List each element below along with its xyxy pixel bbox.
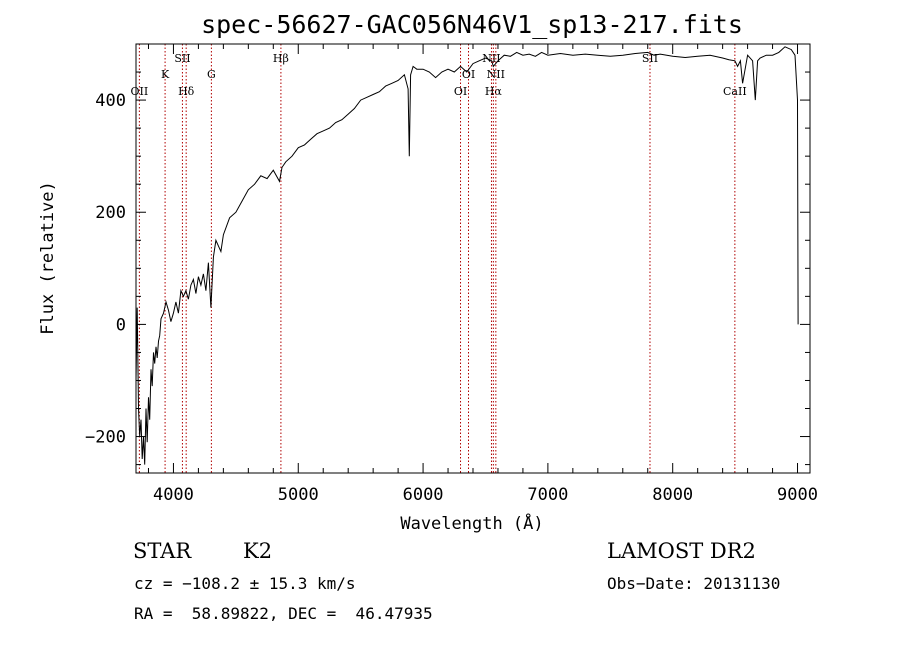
- spectral-line-label: OI: [454, 85, 467, 98]
- axis-ticks: 4000 5000 6000 7000 8000 9000 −200 0 200 400: [85, 43, 818, 505]
- spectral-line-label: SII: [174, 52, 190, 65]
- observation-date: Obs−Date: 20131130: [607, 574, 781, 593]
- x-tick-label: 9000: [777, 485, 818, 505]
- x-tick-label: 4000: [153, 485, 194, 505]
- spectral-line-label: Hδ: [178, 85, 195, 98]
- y-tick-label: −200: [85, 428, 126, 448]
- y-tick-label: 0: [116, 315, 126, 335]
- x-tick-label: 8000: [652, 485, 693, 505]
- x-tick-label: 7000: [527, 485, 568, 505]
- object-class: STAR: [133, 539, 192, 563]
- y-tick-label: 400: [95, 91, 126, 111]
- spectral-line-label: OI: [462, 68, 475, 81]
- redshift-velocity: cz = −108.2 ± 15.3 km/s: [134, 574, 356, 593]
- x-tick-label: 6000: [403, 485, 444, 505]
- spectral-line-label: Hα: [485, 85, 503, 98]
- chart-title: spec-56627-GAC056N46V1_sp13-217.fits: [201, 10, 743, 39]
- y-tick-label: 200: [95, 203, 126, 223]
- spectrum-line: [135, 46, 799, 465]
- spectral-line-label: NII: [487, 68, 505, 81]
- x-axis-label: Wavelength (Å): [400, 512, 543, 534]
- object-subclass: K2: [243, 539, 273, 563]
- coordinates: RA = 58.89822, DEC = 46.47935: [134, 604, 433, 623]
- x-tick-label: 5000: [278, 485, 319, 505]
- spectral-line-label: Hβ: [273, 52, 289, 65]
- spectral-line-label: K: [161, 68, 170, 81]
- spectral-line-label: OII: [131, 85, 149, 98]
- plot-frame: [135, 43, 811, 474]
- survey-label: LAMOST DR2: [607, 539, 756, 563]
- y-axis-label: Flux (relative): [38, 181, 58, 335]
- spectral-line-label: G: [207, 68, 216, 81]
- spectral-line-label: CaII: [723, 85, 747, 98]
